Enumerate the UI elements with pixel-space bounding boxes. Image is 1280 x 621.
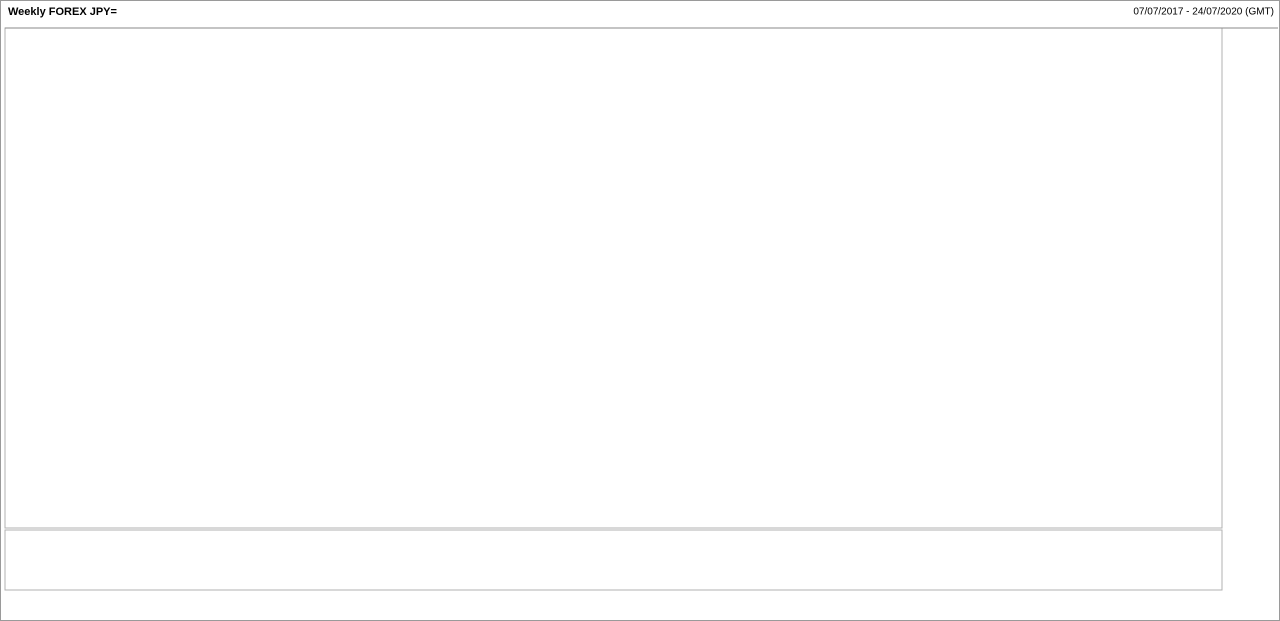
chart-subtitle: 07/07/2017 - 24/07/2020 (GMT) — [1133, 7, 1274, 18]
main-panel — [4, 27, 1223, 529]
stochastic-panel — [4, 529, 1223, 591]
chart-title: Weekly FOREX JPY= — [8, 6, 117, 18]
